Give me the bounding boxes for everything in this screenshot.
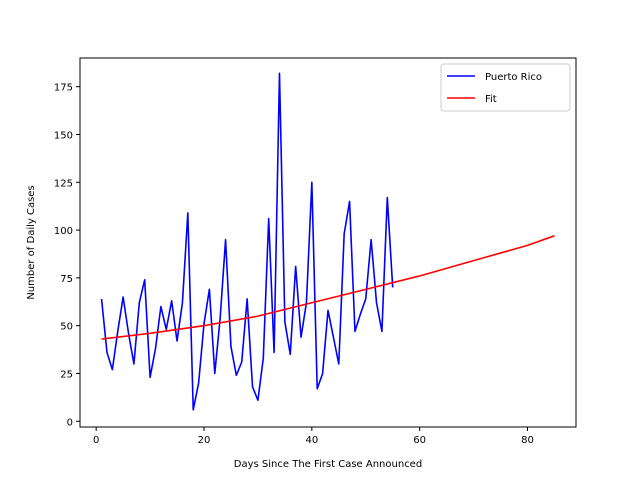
series-line-fit — [101, 235, 555, 340]
plot-frame — [79, 57, 577, 428]
y-tick-label: 50 — [60, 322, 73, 333]
x-tick-label: 80 — [521, 435, 534, 446]
legend: Puerto Rico Fit — [440, 63, 571, 112]
x-tick-label: 40 — [305, 435, 318, 446]
x-axis-label: Days Since The First Case Announced — [234, 459, 422, 470]
y-tick-label: 175 — [54, 83, 73, 94]
y-tick-label: 75 — [60, 274, 73, 285]
y-tick-label: 100 — [54, 226, 73, 237]
series-line-puerto-rico — [100, 72, 394, 411]
y-axis: 0 25 50 75 100 125 150 175 — [54, 83, 80, 428]
legend-label: Puerto Rico — [485, 72, 542, 83]
x-tick-label: 0 — [93, 435, 99, 446]
x-tick-label: 60 — [413, 435, 426, 446]
y-axis-label: Number of Daily Cases — [26, 185, 37, 299]
x-tick-label: 20 — [198, 435, 211, 446]
y-tick-label: 25 — [60, 369, 73, 380]
plot-area — [100, 72, 555, 411]
legend-label: Fit — [485, 94, 497, 105]
y-tick-label: 125 — [54, 178, 73, 189]
y-tick-label: 150 — [54, 130, 73, 141]
y-tick-label: 0 — [67, 417, 73, 428]
x-axis: 0 20 40 60 80 — [93, 427, 534, 446]
